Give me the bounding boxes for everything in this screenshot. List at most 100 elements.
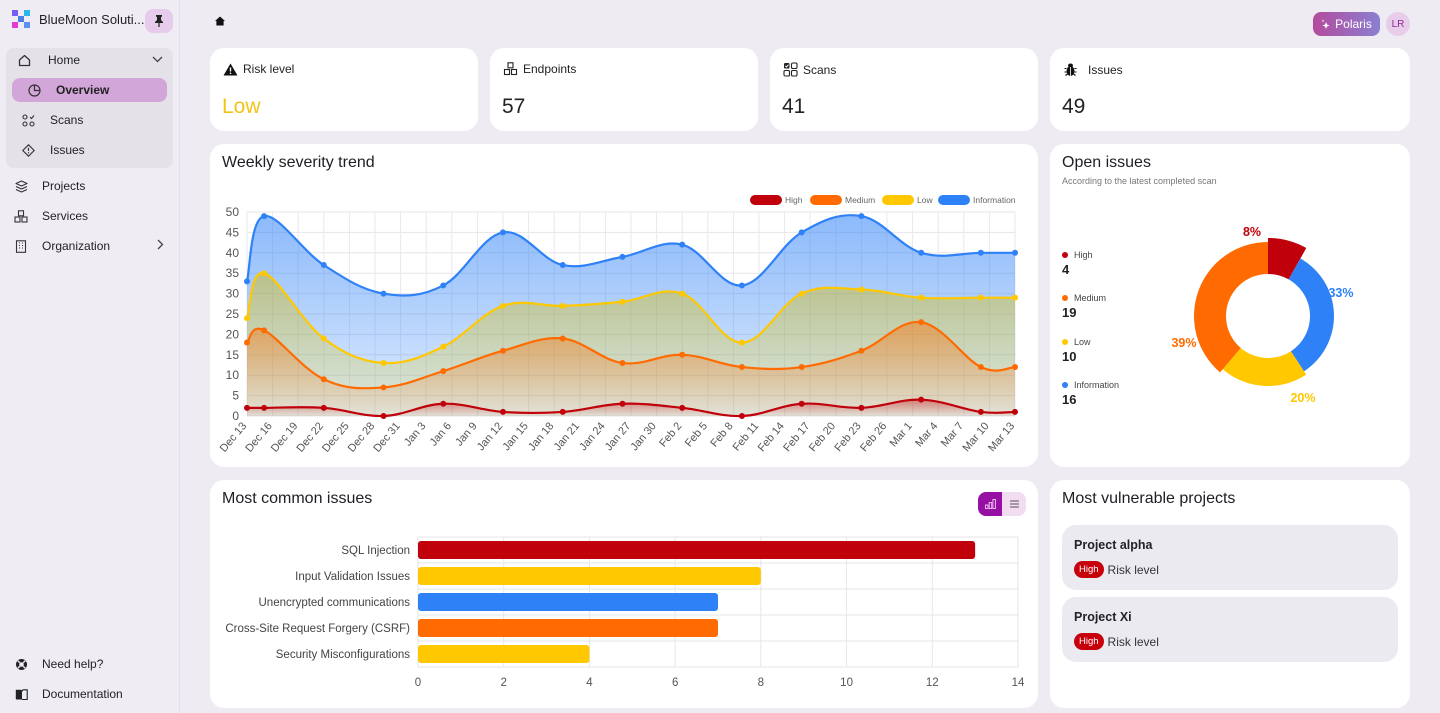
y-tick-label: 50	[226, 205, 240, 219]
dot-medium-icon	[1062, 295, 1068, 301]
point-medium	[500, 347, 506, 354]
kpi-endpoints[interactable]: Endpoints 57	[490, 48, 758, 131]
project-item[interactable]: Project Xi High Risk level	[1062, 597, 1398, 662]
donut-slice-information	[1288, 258, 1334, 372]
sidebar-item-projects[interactable]: Projects	[0, 174, 180, 198]
point-medium	[440, 368, 447, 375]
legend-value: 19	[1062, 305, 1077, 320]
sidebar-item-need-help[interactable]: Need help?	[0, 652, 180, 676]
legend-label: Low	[1074, 337, 1091, 347]
point-low	[380, 359, 387, 366]
kpi-value: 49	[1062, 95, 1086, 118]
point-high	[858, 404, 865, 411]
scans-icon	[782, 62, 798, 77]
kpi-label: Risk level	[243, 62, 295, 76]
kpi-scans[interactable]: Scans 41	[770, 48, 1038, 131]
sidebar-item-scans[interactable]: Scans	[6, 108, 173, 132]
x-tick-label: Dec 31	[371, 420, 403, 454]
project-name: Project Xi	[1074, 610, 1132, 624]
legend-item-high: High 4	[1062, 250, 1093, 277]
scans-icon	[20, 112, 36, 128]
y-tick-label: 25	[226, 307, 240, 321]
kpi-risk-level[interactable]: Risk level Low	[210, 48, 478, 131]
point-low	[918, 294, 925, 301]
list-view-button[interactable]	[1002, 492, 1026, 516]
open-issues-donut: 8% 33% 20% 39%	[1171, 225, 1353, 405]
point-information	[619, 253, 626, 260]
sidebar-item-need-help-label: Need help?	[42, 657, 104, 671]
point-low	[440, 343, 447, 350]
sidebar-item-organization[interactable]: Organization	[0, 234, 180, 258]
legend-item-medium: Medium 19	[1062, 293, 1106, 320]
sidebar: BlueMoon Soluti... Home Overview Scans	[0, 0, 180, 713]
sparkle-icon	[1321, 19, 1330, 29]
pin-icon	[155, 15, 163, 27]
brand[interactable]: BlueMoon Soluti...	[12, 10, 145, 28]
brand-name: BlueMoon Soluti...	[39, 11, 145, 27]
sidebar-item-documentation[interactable]: Documentation	[0, 682, 180, 706]
category-label: Unencrypted communications	[259, 597, 411, 609]
chevron-down-icon[interactable]	[152, 54, 163, 66]
sidebar-item-home[interactable]: Home	[6, 48, 173, 72]
risk-label: Risk level	[1107, 562, 1159, 577]
dot-high-icon	[1062, 252, 1068, 258]
donut-slice-medium	[1194, 242, 1268, 373]
x-tick-label: Jan 3	[402, 420, 428, 448]
point-high	[244, 404, 250, 411]
x-tick-label: Mar 1	[888, 420, 915, 449]
point-information	[261, 213, 268, 220]
legend-value: 4	[1062, 262, 1070, 277]
sidebar-item-documentation-label: Documentation	[42, 687, 123, 701]
donut-slice-high	[1268, 238, 1307, 280]
x-tick-label: Jan 24	[577, 420, 607, 453]
home-group: Home Overview Scans Issues	[6, 48, 173, 168]
x-tick-label: Jan 27	[603, 420, 633, 453]
sidebar-item-services[interactable]: Services	[0, 204, 180, 228]
point-low	[858, 286, 865, 293]
point-low	[244, 315, 250, 322]
x-tick-label: Dec 28	[346, 420, 378, 454]
polaris-button[interactable]: Polaris	[1313, 12, 1380, 36]
pin-button[interactable]	[145, 9, 173, 33]
point-information	[798, 229, 805, 236]
point-high	[977, 408, 984, 415]
chevron-right-icon[interactable]	[157, 239, 164, 253]
brand-logo-icon	[12, 10, 30, 28]
list-icon	[1009, 500, 1019, 508]
legend-label-high: High	[785, 195, 803, 205]
legend-swatch-high	[750, 195, 782, 205]
bar	[418, 593, 718, 611]
cubes-icon	[13, 209, 29, 223]
open-issues-card: Open issues According to the latest comp…	[1050, 144, 1410, 467]
book-icon	[13, 688, 29, 700]
y-tick-label: 15	[226, 348, 240, 362]
legend-swatch-low	[882, 195, 914, 205]
polaris-label: Polaris	[1335, 17, 1372, 31]
point-low	[738, 339, 745, 346]
x-tick-label: Feb 23	[832, 420, 863, 454]
point-information	[559, 262, 566, 269]
sidebar-item-projects-label: Projects	[42, 179, 86, 193]
x-tick-label: Dec 19	[269, 420, 301, 454]
point-medium	[320, 376, 327, 383]
kpi-value: 41	[782, 95, 806, 118]
avatar[interactable]: LR	[1386, 12, 1410, 36]
point-high	[559, 408, 566, 415]
layers-icon	[13, 179, 29, 193]
sidebar-item-issues[interactable]: Issues	[6, 138, 173, 162]
x-tick-label: 0	[415, 677, 421, 689]
common-issues-chart: 0 2 4 6 8 10 12 14 SQL Injection Input Validation…	[225, 536, 1025, 689]
x-tick-label: 6	[672, 677, 678, 689]
breadcrumb-home[interactable]	[215, 16, 225, 29]
x-tick-label: Dec 25	[320, 420, 352, 454]
point-information	[320, 262, 327, 269]
x-tick-label: Feb 26	[858, 420, 889, 454]
sidebar-item-overview[interactable]: Overview	[12, 78, 167, 102]
sidebar-item-issues-label: Issues	[50, 143, 85, 157]
bar	[418, 541, 976, 559]
kpi-issues[interactable]: Issues 49	[1050, 48, 1410, 131]
project-item[interactable]: Project alpha High Risk level	[1062, 525, 1398, 590]
area-medium	[247, 321, 1015, 416]
chart-view-button[interactable]	[978, 492, 1002, 516]
